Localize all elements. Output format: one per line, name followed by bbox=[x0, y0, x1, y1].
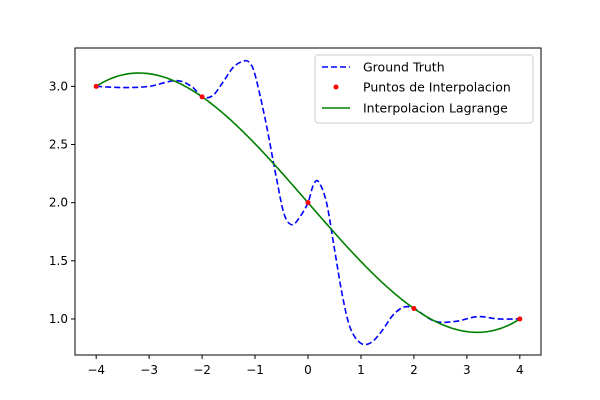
legend-box bbox=[314, 54, 534, 124]
y-tick-label: 1.0 bbox=[49, 312, 68, 326]
interpolation-point bbox=[93, 83, 99, 89]
legend-label: Interpolacion Lagrange bbox=[363, 101, 508, 116]
x-tick-label: −4 bbox=[87, 363, 105, 377]
axis-ticks: −4 −3 −2 −1 0 1 2 3 4 1.0 1.5 2.0 2.5 3.0 bbox=[49, 79, 524, 377]
legend-label: Ground Truth bbox=[363, 60, 445, 75]
legend-swatch-puntos bbox=[333, 84, 339, 90]
x-tick-label: 3 bbox=[463, 363, 471, 377]
x-tick-label: −2 bbox=[193, 363, 211, 377]
interpolation-point bbox=[517, 316, 523, 322]
x-tick-label: 2 bbox=[410, 363, 418, 377]
x-tick-label: −1 bbox=[246, 363, 264, 377]
y-tick-label: 2.0 bbox=[49, 196, 68, 210]
x-tick-label: 1 bbox=[357, 363, 365, 377]
interpolation-point bbox=[199, 94, 205, 100]
x-tick-label: −3 bbox=[140, 363, 158, 377]
legend-label: Puntos de Interpolacion bbox=[363, 80, 511, 95]
y-tick-label: 1.5 bbox=[49, 254, 68, 268]
plot-area bbox=[93, 59, 523, 346]
legend: Ground Truth Puntos de Interpolacion Inter… bbox=[314, 54, 534, 124]
interpolation-point bbox=[411, 305, 417, 311]
y-tick-label: 3.0 bbox=[49, 79, 68, 93]
interpolation-point bbox=[305, 200, 311, 206]
x-tick-label: 0 bbox=[304, 363, 312, 377]
y-tick-label: 2.5 bbox=[49, 138, 68, 152]
x-tick-label: 4 bbox=[516, 363, 524, 377]
